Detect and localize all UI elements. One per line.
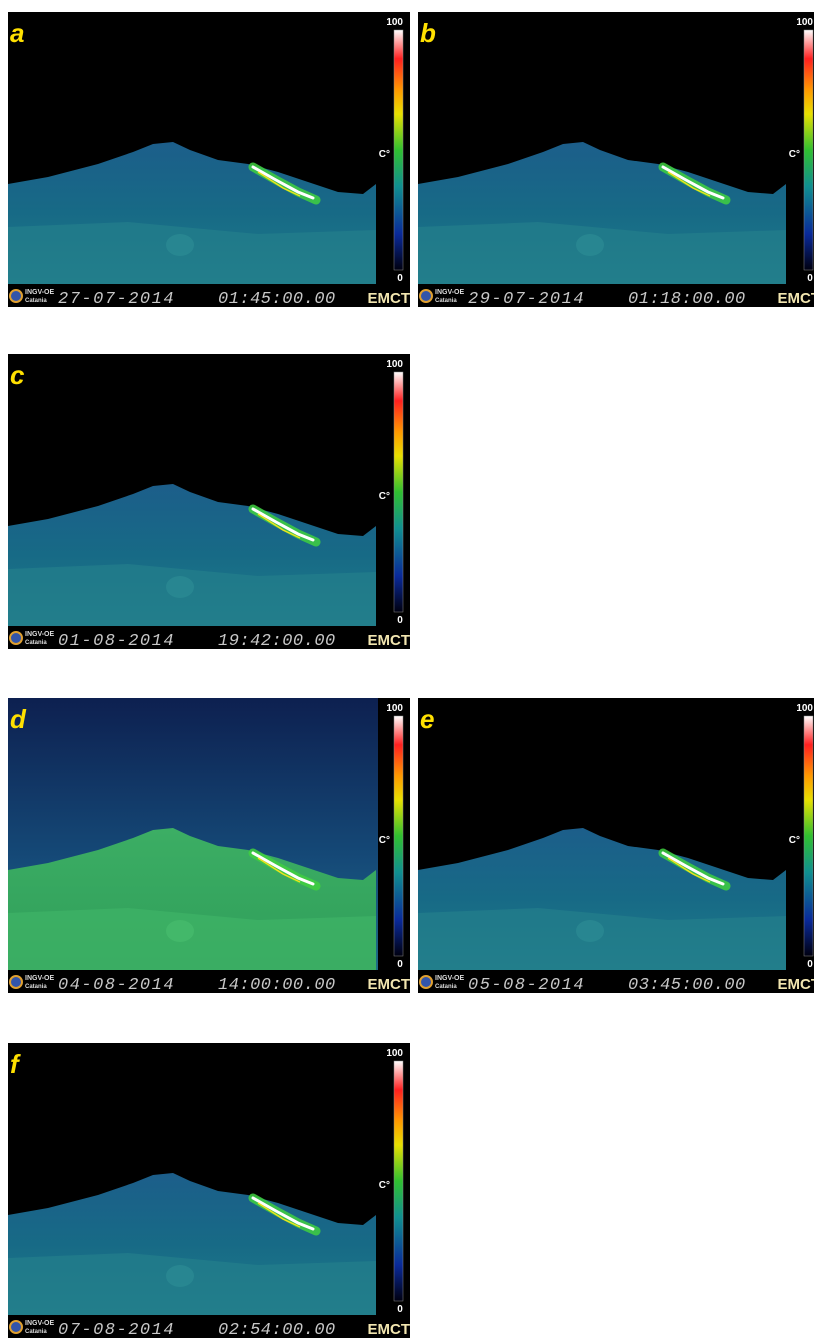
time: 01:45:00.00 (218, 290, 336, 309)
color-bar (394, 372, 403, 612)
scale-max: 100 (386, 1048, 403, 1059)
color-bar (394, 1061, 403, 1301)
scale-unit: C° (379, 1180, 390, 1191)
panel-label: a (10, 18, 24, 48)
scale-max: 100 (796, 17, 813, 28)
scale-unit: C° (789, 835, 800, 846)
color-bar (394, 30, 403, 270)
scale-min: 0 (397, 959, 403, 970)
station: EMCT (368, 290, 411, 307)
scale-unit: C° (379, 149, 390, 160)
logo-name: INGV-OE (435, 289, 465, 296)
time: 03:45:00.00 (628, 976, 746, 995)
logo-name: INGV-OE (25, 975, 55, 982)
scale-unit: C° (379, 835, 390, 846)
logo-icon (10, 976, 22, 988)
logo-name: INGV-OE (25, 631, 55, 638)
hill (576, 234, 604, 256)
logo-icon (10, 290, 22, 302)
logo-icon (420, 976, 432, 988)
color-bar (804, 30, 813, 270)
scale-unit: C° (379, 491, 390, 502)
date: 01-08-2014 (58, 632, 175, 651)
logo-icon (420, 290, 432, 302)
thermal-panel: 100 C° 0 c INGV-OE Catania 01-08-2014 19:42:00.… (8, 354, 410, 651)
hill (166, 576, 194, 598)
scale-max: 100 (796, 703, 813, 714)
date: 27-07-2014 (58, 290, 175, 309)
hill (166, 1265, 194, 1287)
thermal-panel: 100 C° 0 a INGV-OE Catania 27-07-2014 01:45:00.… (8, 12, 410, 309)
panel-label: b (420, 18, 436, 48)
date: 05-08-2014 (468, 976, 585, 995)
scale-unit: C° (789, 149, 800, 160)
thermal-panel: 100C°0fINGV-OECatania07-08-201402:54:00.… (8, 1043, 410, 1338)
color-bar (394, 716, 403, 956)
hill (166, 920, 194, 942)
thermal-panel: 100 C° 0 b INGV-OE Catania 29-07-2014 01:18:00.… (418, 12, 814, 309)
figure: 100 C° 0 a INGV-OE Catania 27-07-2014 01:45:00.… (0, 0, 814, 1338)
station: EMCT (778, 290, 814, 307)
hill (576, 920, 604, 942)
logo-name: INGV-OE (435, 975, 465, 982)
logo-place: Catania (435, 298, 457, 304)
page: 100 C° 0 a INGV-OE Catania 27-07-2014 01:45:00.… (0, 0, 814, 1338)
station: EMCT (368, 976, 411, 993)
logo-place: Catania (25, 1329, 47, 1335)
logo-icon (10, 632, 22, 644)
date: 29-07-2014 (468, 290, 585, 309)
date: 04-08-2014 (58, 976, 175, 995)
station: EMCT (368, 1321, 411, 1338)
thermal-panel: 100 C° 0 e INGV-OE Catania 05-08-2014 03:45:00.… (418, 698, 814, 995)
time: 02:54:00.00 (218, 1321, 336, 1338)
color-bar (804, 716, 813, 956)
time: 19:42:00.00 (218, 632, 336, 651)
scale-max: 100 (386, 703, 403, 714)
logo-place: Catania (25, 640, 47, 646)
logo-name: INGV-OE (25, 289, 55, 296)
panel-label: d (10, 704, 27, 734)
logo-place: Catania (435, 984, 457, 990)
scale-min: 0 (397, 615, 403, 626)
scale-min: 0 (807, 273, 813, 284)
scale-min: 0 (807, 959, 813, 970)
logo-place: Catania (25, 298, 47, 304)
scale-min: 0 (397, 273, 403, 284)
date: 07-08-2014 (58, 1321, 175, 1338)
panel-label: c (10, 360, 25, 390)
scale-min: 0 (397, 1304, 403, 1315)
station: EMCT (368, 632, 411, 649)
panel-label: e (420, 704, 434, 734)
time: 14:00:00.00 (218, 976, 336, 995)
logo-icon (10, 1321, 22, 1333)
scale-max: 100 (386, 17, 403, 28)
station: EMCT (778, 976, 814, 993)
logo-name: INGV-OE (25, 1320, 55, 1327)
scale-max: 100 (386, 359, 403, 370)
time: 01:18:00.00 (628, 290, 746, 309)
hill (166, 234, 194, 256)
logo-place: Catania (25, 984, 47, 990)
thermal-panel: 100 C° 0 d INGV-OE Catania 04-08-2014 14:00:00.… (8, 698, 410, 995)
